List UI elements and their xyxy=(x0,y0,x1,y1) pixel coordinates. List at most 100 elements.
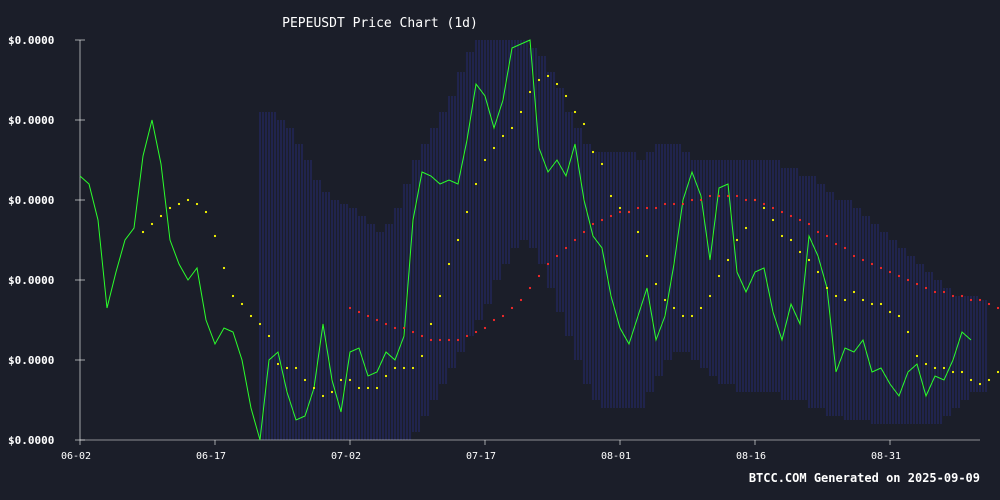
price-line xyxy=(79,39,972,441)
ma-point xyxy=(348,306,352,310)
ma-point xyxy=(204,210,208,214)
ma-point xyxy=(852,254,856,258)
ma-point xyxy=(186,198,190,202)
ma-point xyxy=(411,366,415,370)
y-tick-label: $0.0000 xyxy=(8,34,54,47)
ma-point xyxy=(933,366,937,370)
y-tick-label: $0.0000 xyxy=(8,114,54,127)
x-tick-label: 08-31 xyxy=(871,451,901,462)
ma-point xyxy=(510,126,514,130)
ma-point xyxy=(663,202,667,206)
ma-point xyxy=(582,122,586,126)
ma-point xyxy=(870,262,874,266)
y-tick-label: $0.0000 xyxy=(8,274,54,287)
ma-point xyxy=(978,298,982,302)
ma-point xyxy=(429,322,433,326)
ma-point xyxy=(348,378,352,382)
ma-point xyxy=(744,226,748,230)
ma-point xyxy=(834,242,838,246)
ma-point xyxy=(375,386,379,390)
x-tick-label: 06-02 xyxy=(61,451,91,462)
x-tick-label: 08-01 xyxy=(601,451,631,462)
ma-point xyxy=(546,262,550,266)
ma-point xyxy=(474,330,478,334)
ma-point xyxy=(681,202,685,206)
ma-point xyxy=(672,306,676,310)
ma-point xyxy=(807,258,811,262)
y-tick-label: $0.0000 xyxy=(8,434,54,447)
y-tick-label: $0.0000 xyxy=(8,194,54,207)
ma-point xyxy=(447,262,451,266)
ma-point xyxy=(699,198,703,202)
ma-point xyxy=(708,194,712,198)
ma-point xyxy=(519,110,523,114)
ma-point xyxy=(258,322,262,326)
ma-point xyxy=(915,282,919,286)
ma-point xyxy=(429,338,433,342)
ma-point xyxy=(393,326,397,330)
ma-point xyxy=(573,110,577,114)
ma-point xyxy=(150,222,154,226)
ma-point xyxy=(726,194,730,198)
ma-point xyxy=(303,378,307,382)
ma-point xyxy=(960,370,964,374)
x-tick-labels: 06-02 06-17 07-02 07-17 08-01 08-16 08-31 xyxy=(61,440,901,462)
ma-point xyxy=(609,214,613,218)
ma-point xyxy=(735,194,739,198)
x-tick-label: 07-02 xyxy=(331,451,361,462)
ma-point xyxy=(249,314,253,318)
ma-point xyxy=(285,366,289,370)
x-tick-label: 07-17 xyxy=(466,451,496,462)
ma-point xyxy=(231,294,235,298)
ma-point xyxy=(951,294,955,298)
ma-point xyxy=(771,206,775,210)
ma-point xyxy=(159,214,163,218)
ma-series-1 xyxy=(141,74,1000,398)
ma-point xyxy=(402,326,406,330)
ma-point xyxy=(591,222,595,226)
ma-point xyxy=(933,290,937,294)
ma-point xyxy=(384,374,388,378)
ma-point xyxy=(312,386,316,390)
ma-point xyxy=(897,314,901,318)
ma-point xyxy=(141,230,145,234)
series xyxy=(79,39,1000,441)
ma-point xyxy=(420,354,424,358)
ma-point xyxy=(951,370,955,374)
ma-point xyxy=(564,94,568,98)
ma-point xyxy=(645,254,649,258)
ma-point xyxy=(879,266,883,270)
ma-point xyxy=(528,286,532,290)
ma-point xyxy=(969,298,973,302)
ma-point xyxy=(690,314,694,318)
ma-point xyxy=(591,150,595,154)
ma-point xyxy=(483,158,487,162)
ma-point xyxy=(843,246,847,250)
ma-point xyxy=(411,330,415,334)
ma-point xyxy=(339,378,343,382)
ma-point xyxy=(915,354,919,358)
ma-point xyxy=(366,386,370,390)
ma-point xyxy=(375,318,379,322)
ma-point xyxy=(240,302,244,306)
ma-point xyxy=(168,206,172,210)
ma-point xyxy=(663,298,667,302)
ma-point xyxy=(357,310,361,314)
axes xyxy=(79,40,980,441)
ma-point xyxy=(402,366,406,370)
ma-point xyxy=(501,134,505,138)
ma-point xyxy=(627,210,631,214)
ma-point xyxy=(519,298,523,302)
ma-point xyxy=(798,250,802,254)
ma-point xyxy=(861,258,865,262)
ma-point xyxy=(924,286,928,290)
ma-point xyxy=(699,306,703,310)
ma-point xyxy=(771,218,775,222)
ma-point xyxy=(924,362,928,366)
ma-point xyxy=(177,202,181,206)
x-tick-label: 08-16 xyxy=(736,451,766,462)
ma-point xyxy=(393,366,397,370)
ma-point xyxy=(987,378,991,382)
ma-point xyxy=(420,334,424,338)
